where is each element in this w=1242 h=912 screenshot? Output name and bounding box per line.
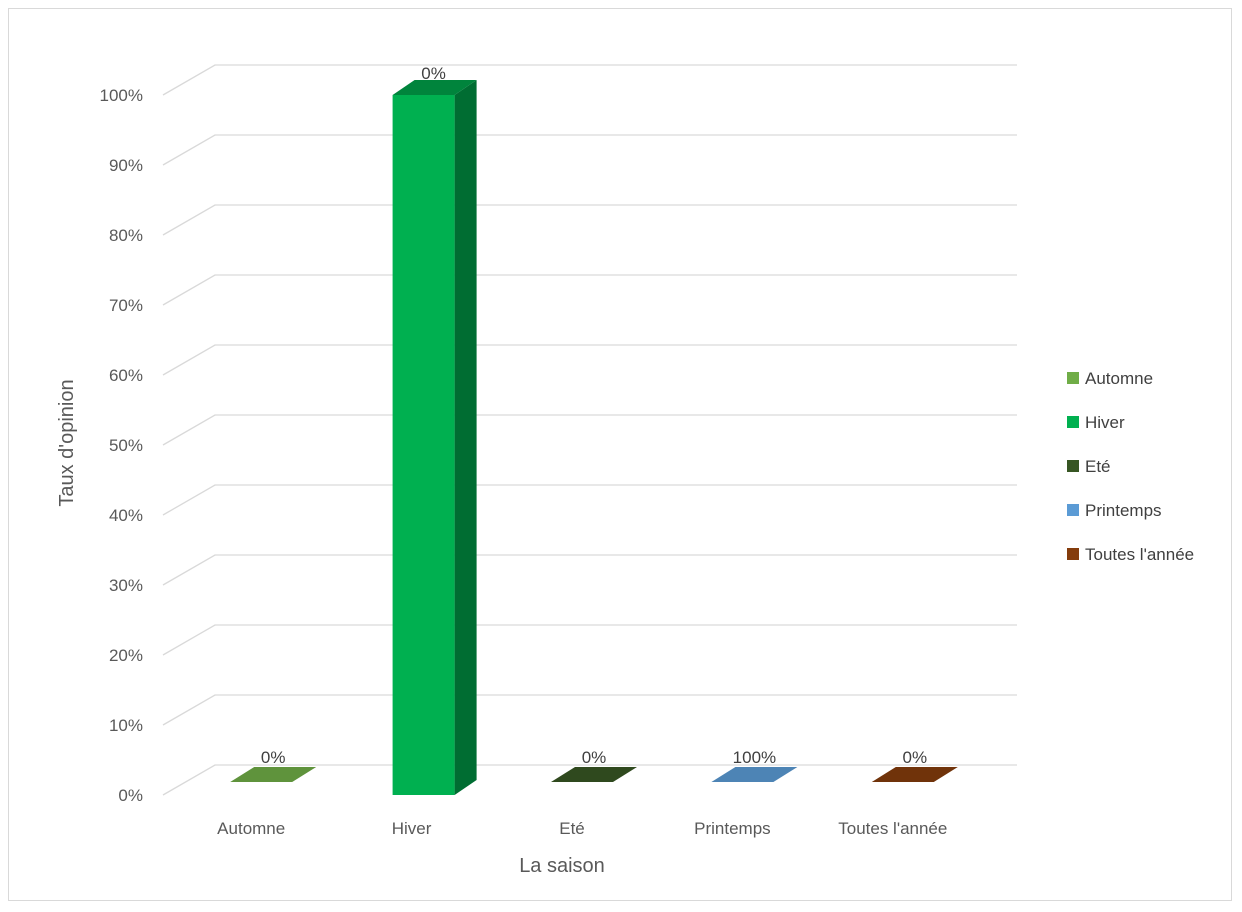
bar-toutes-l-ann-e bbox=[871, 767, 958, 782]
gridline bbox=[162, 344, 1017, 376]
gridline bbox=[162, 694, 1017, 726]
y-tick-label: 30% bbox=[109, 576, 143, 595]
gridline bbox=[162, 484, 1017, 516]
legend-label: Toutes l'année bbox=[1085, 545, 1194, 564]
y-tick-label: 20% bbox=[109, 646, 143, 665]
gridline bbox=[162, 204, 1017, 236]
chart-frame bbox=[8, 8, 1232, 901]
gridline bbox=[162, 554, 1017, 586]
bar-et- bbox=[551, 767, 637, 782]
data-label: 0% bbox=[261, 748, 286, 767]
data-label: 0% bbox=[421, 64, 446, 83]
gridline bbox=[162, 274, 1017, 306]
y-axis-ticks: 0% 10% 20% 30% 40% 50% 60% 70% 80% 90% 100% bbox=[100, 86, 143, 805]
bar-printemps bbox=[711, 767, 798, 782]
gridline bbox=[162, 764, 1017, 796]
x-tick-label: Eté bbox=[559, 819, 585, 838]
legend-swatch bbox=[1067, 416, 1079, 428]
y-tick-label: 90% bbox=[109, 156, 143, 175]
legend-label: Automne bbox=[1085, 369, 1153, 388]
data-label: 0% bbox=[903, 748, 928, 767]
x-tick-label: Toutes l'année bbox=[838, 819, 947, 838]
y-tick-label: 60% bbox=[109, 366, 143, 385]
y-tick-label: 50% bbox=[109, 436, 143, 455]
bars bbox=[230, 80, 958, 795]
y-tick-label: 0% bbox=[118, 786, 143, 805]
bar-automne bbox=[230, 767, 317, 782]
gridline bbox=[162, 414, 1017, 446]
y-tick-label: 80% bbox=[109, 226, 143, 245]
y-tick-label: 70% bbox=[109, 296, 143, 315]
legend-label: Hiver bbox=[1085, 413, 1125, 432]
bar-hiver bbox=[392, 80, 477, 795]
y-tick-label: 10% bbox=[109, 716, 143, 735]
gridline bbox=[162, 624, 1017, 656]
legend-label: Printemps bbox=[1085, 501, 1162, 520]
legend-swatch bbox=[1067, 460, 1079, 472]
legend-swatch bbox=[1067, 372, 1079, 384]
x-tick-label: Hiver bbox=[392, 819, 432, 838]
y-tick-label: 100% bbox=[100, 86, 143, 105]
data-label: 100% bbox=[733, 748, 776, 767]
data-labels: 0% 0% 0% 100% 0% bbox=[261, 64, 927, 767]
gridlines bbox=[162, 64, 1017, 796]
legend: Automne Hiver Eté Printemps Toutes l'année bbox=[1067, 369, 1194, 564]
y-tick-label: 40% bbox=[109, 506, 143, 525]
legend-swatch bbox=[1067, 548, 1079, 560]
x-tick-label: Printemps bbox=[694, 819, 771, 838]
legend-swatch bbox=[1067, 504, 1079, 516]
x-axis-title: La saison bbox=[519, 855, 605, 877]
y-axis-title: Taux d'opinion bbox=[56, 379, 78, 506]
legend-label: Eté bbox=[1085, 457, 1111, 476]
gridline bbox=[162, 134, 1017, 166]
gridline bbox=[162, 64, 1017, 96]
data-label: 0% bbox=[582, 748, 607, 767]
x-axis-ticks: Automne Hiver Eté Printemps Toutes l'année bbox=[217, 819, 947, 838]
x-tick-label: Automne bbox=[217, 819, 285, 838]
